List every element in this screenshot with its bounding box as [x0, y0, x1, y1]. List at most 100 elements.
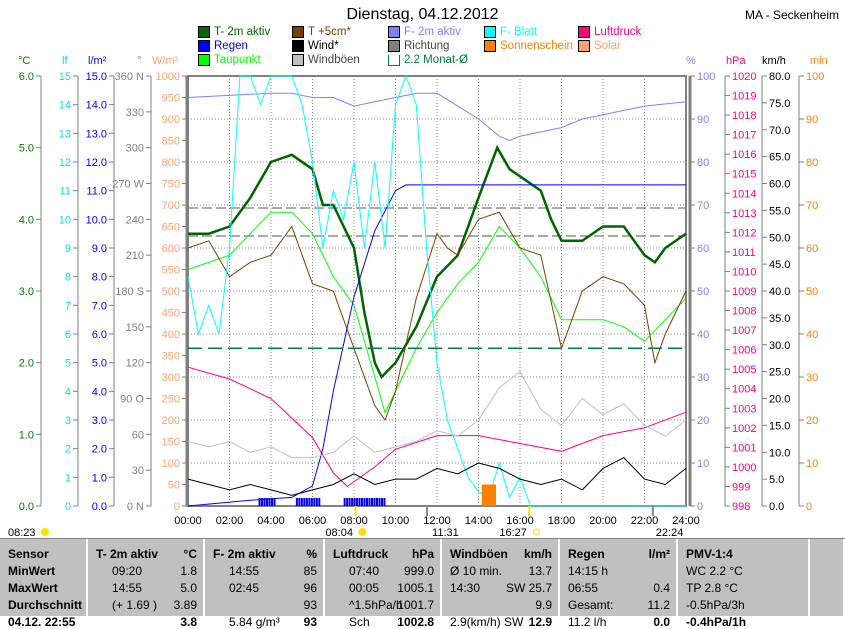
table-cell: 09:20 — [112, 564, 143, 578]
rain-bar — [348, 498, 351, 506]
time-tick-label: 12:00 — [423, 515, 451, 527]
axis-tick-label: 6 — [65, 329, 71, 341]
axis-tick-label: 50.0 — [769, 232, 790, 244]
axis-tick-label: 3.0 — [92, 415, 107, 427]
axis-tick-label: 25.0 — [769, 367, 790, 379]
time-tick-label: 16:00 — [506, 515, 534, 527]
rain-bar — [343, 498, 346, 506]
rain-bar — [263, 498, 266, 506]
table-cell: 85 — [303, 564, 317, 578]
axis-tick-label: 0 — [65, 501, 71, 513]
axis-tick-label: 1017 — [732, 130, 756, 142]
axis-tick-label: 70 — [806, 200, 818, 212]
marker-moonset: 22:24 — [656, 527, 684, 538]
legend-item: 2.2 Monat-Ø — [388, 54, 468, 66]
axis-tick-label: 80.0 — [769, 71, 790, 83]
sun-icon — [41, 528, 49, 536]
axis-tick-label: 4.0 — [19, 214, 34, 226]
table-cell: km/h — [523, 547, 552, 561]
axis-tick-label: 1010 — [732, 266, 756, 278]
axis-tick-label: 100 — [806, 71, 824, 83]
table-column: Sensor MinWert MaxWert Durchschnitt 04.12. 2… — [0, 539, 88, 629]
time-tick-label: 20:00 — [589, 515, 617, 527]
rain-bar — [358, 498, 361, 506]
axis-tick-label: 1008 — [732, 306, 756, 318]
rain-bar — [353, 498, 356, 506]
axis-tick-label: 5 — [65, 358, 71, 370]
legend-swatch — [292, 54, 304, 66]
sunshine-bar — [485, 484, 492, 506]
legend-label: Luftdruck — [594, 26, 642, 38]
rain-bar — [295, 498, 298, 506]
table-cell: (+ 1.69 ) — [112, 598, 158, 612]
axis-tick-label: 100 — [697, 71, 715, 83]
legend-item: Regen — [198, 40, 248, 52]
axis-tick-label: 1015 — [732, 169, 756, 181]
table-cell: 3.8 — [180, 615, 197, 629]
axis-tick-label: 1020 — [732, 71, 756, 83]
table-column: Windböen km/h Ø 10 min. 13.7 14:30 SW 25.7 9.9… — [442, 539, 560, 629]
sunrise-icon — [358, 528, 367, 536]
legend-swatch — [198, 40, 210, 52]
table-cell: 5.0 — [180, 581, 197, 595]
axis-tick-label: 1 — [65, 472, 71, 484]
axis-tick-label: 40.0 — [769, 286, 790, 298]
series-line-luftdruck — [187, 366, 687, 488]
axis-tick-label: 60.0 — [769, 179, 790, 191]
axis-tick-label: 0.0 — [19, 501, 34, 513]
table-cell: -0.4hPa/1h — [686, 615, 747, 629]
axis-tick-label: 1000 — [156, 71, 180, 83]
weather-chart: °C0.01.02.03.04.05.06.0lf012345678910111… — [8, 55, 828, 538]
axis-tick-label: 6.0 — [92, 329, 107, 341]
legend-swatch — [578, 40, 590, 52]
axis-tick-label: 850 — [162, 136, 180, 148]
axis-tick-label: 1001 — [732, 442, 756, 454]
axis-tick-label: 14.0 — [86, 100, 107, 112]
axis-tick-label: 75.0 — [769, 98, 790, 110]
axis-tick-label: 30 — [806, 372, 818, 384]
axis-tick-label: 2.0 — [19, 358, 34, 370]
axis-tick-label: 40 — [806, 329, 818, 341]
axis-tick-label: 1013 — [732, 208, 756, 220]
axis-unit-rain: l/m² — [88, 55, 107, 67]
rain-bar — [363, 498, 366, 506]
axis-tick-label: 7.0 — [92, 300, 107, 312]
table-cell: -0.5hPa/3h — [686, 598, 745, 612]
axis-tick-label: 50 — [697, 286, 709, 298]
axis-tick-label: 360 N — [115, 71, 144, 83]
rain-bar — [266, 498, 269, 506]
legend-label: Solar — [594, 40, 621, 52]
axis-tick-label: 2.0 — [92, 444, 107, 456]
axis-unit-lf: lf — [62, 55, 68, 67]
rain-bar — [298, 498, 301, 506]
table-cell: 14:55 — [112, 581, 143, 595]
series-line-taupunkt — [187, 211, 687, 415]
axis-tick-label: 120 — [126, 358, 144, 370]
axis-unit-wind: km/h — [762, 55, 786, 67]
table-column: T- 2m aktiv °C 09:20 1.8 14:55 5.0 (+ 1.69 ) 3.… — [88, 539, 205, 629]
legend-label: F- 2m aktiv — [404, 26, 461, 38]
legend-item: T +5cm* — [292, 26, 351, 38]
axis-tick-label: 50 — [168, 480, 180, 492]
axis-tick-label: 3.0 — [19, 286, 34, 298]
legend-swatch — [388, 54, 400, 66]
axis-tick-label: 13 — [59, 128, 71, 140]
time-tick-label: 18:00 — [548, 515, 576, 527]
rain-bar — [271, 498, 273, 506]
marker-moonrise: 11:31 — [432, 527, 459, 538]
axis-tick-label: 70 — [697, 200, 709, 212]
axis-tick-label: 0 N — [127, 501, 144, 513]
rain-bar — [373, 498, 376, 506]
table-cell: MinWert — [8, 564, 56, 578]
series-line-t-5cm- — [187, 211, 687, 422]
axis-tick-label: 1006 — [732, 345, 756, 357]
axis-tick-label: 1000 — [732, 462, 756, 474]
axis-tick-label: 150 — [162, 437, 180, 449]
table-column — [810, 539, 845, 616]
axis-tick-label: 8 — [65, 272, 71, 284]
rain-bar — [310, 498, 313, 506]
axis-tick-label: 0.0 — [769, 501, 784, 513]
axis-tick-label: 5.0 — [19, 143, 34, 155]
rain-bar — [313, 498, 316, 506]
rain-bar — [268, 498, 271, 506]
